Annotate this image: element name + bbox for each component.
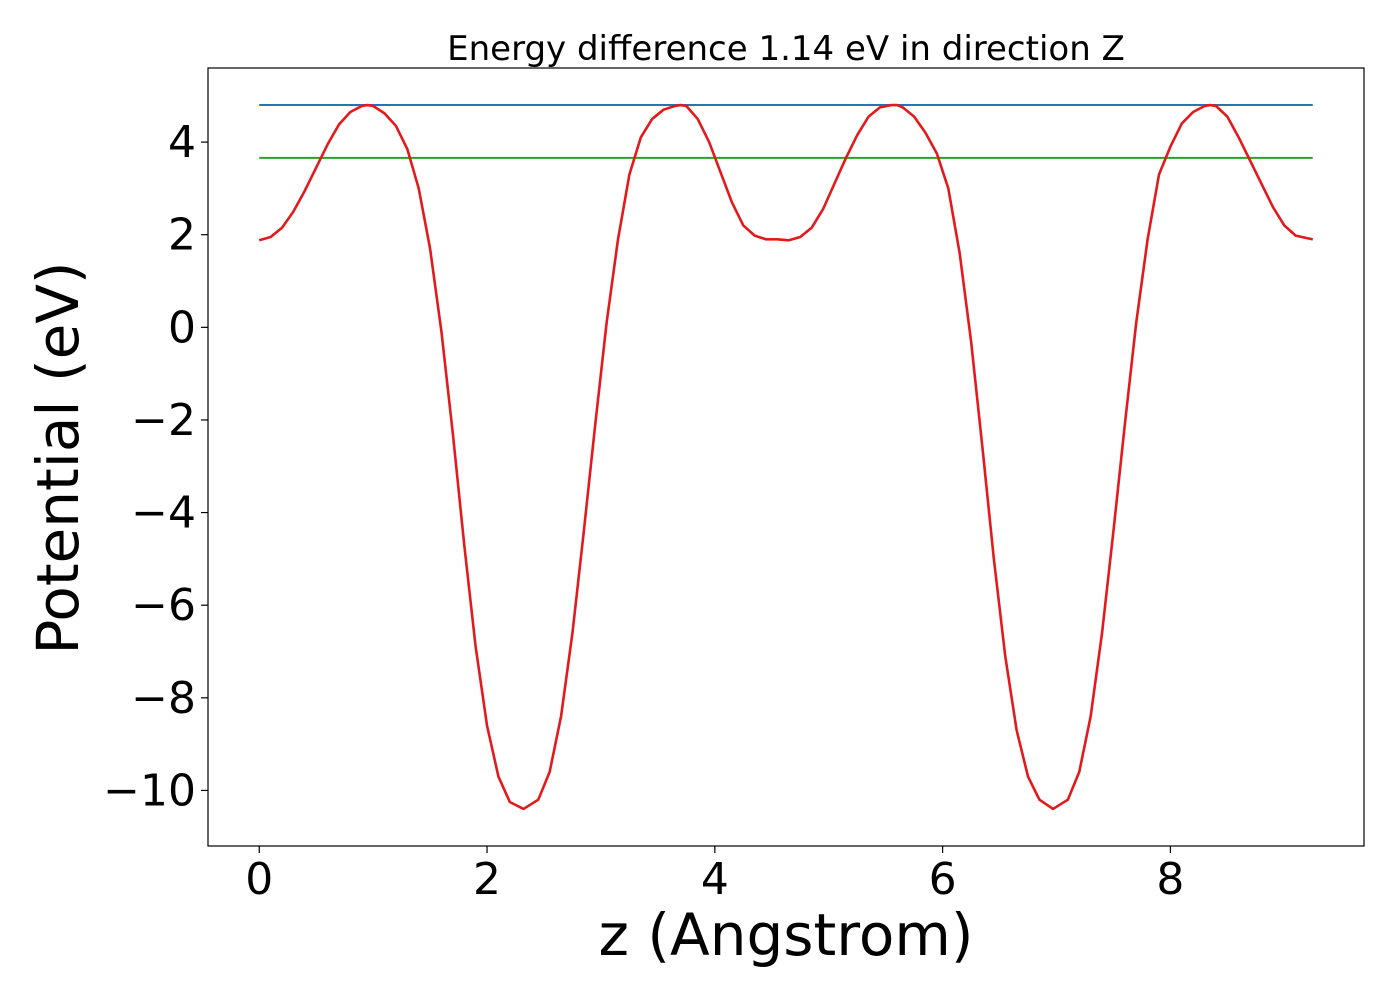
y-axis-label: Potential (eV): [24, 261, 92, 654]
y-tick-label: −8: [131, 673, 196, 724]
y-tick-label: −2: [131, 395, 196, 446]
plot-frame: [207, 67, 1365, 847]
y-tick-label: −6: [131, 580, 196, 631]
series-layer: [258, 103, 1314, 811]
x-tick-label: 2: [473, 854, 501, 905]
y-tick-label: 4: [168, 117, 196, 168]
x-tick-label: 6: [929, 854, 957, 905]
series-line-3: [258, 103, 1314, 811]
y-tick-label: 2: [168, 210, 196, 261]
x-tick-label: 0: [245, 854, 273, 905]
x-axis-label: z (Angstrom): [599, 901, 974, 969]
x-tick-label: 8: [1156, 854, 1184, 905]
y-tick-label: 0: [168, 302, 196, 353]
chart-title: Energy difference 1.14 eV in direction Z: [447, 29, 1125, 69]
y-tick-label: −4: [131, 488, 196, 539]
x-axis-ticks: 0 2 4 6 8: [245, 846, 1184, 905]
y-tick-label: −10: [103, 765, 196, 816]
x-tick-label: 4: [701, 854, 729, 905]
y-axis-ticks: 4 2 0 −2 −4 −6 −8 −10: [103, 117, 208, 816]
